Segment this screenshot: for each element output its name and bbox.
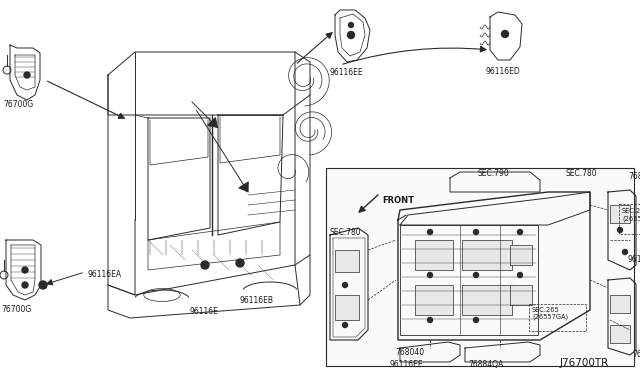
Text: 96116EB: 96116EB <box>240 296 274 305</box>
Text: 76884QA: 76884QA <box>468 360 503 369</box>
Text: SEC.780: SEC.780 <box>566 169 598 178</box>
Text: FRONT: FRONT <box>382 196 414 205</box>
Text: 768040: 768040 <box>395 348 424 357</box>
Text: 96116EE: 96116EE <box>330 68 364 77</box>
Circle shape <box>518 230 522 234</box>
Circle shape <box>428 317 433 323</box>
Text: SEC.790: SEC.790 <box>478 169 509 178</box>
Circle shape <box>518 273 522 278</box>
Circle shape <box>22 267 28 273</box>
Circle shape <box>428 273 433 278</box>
Bar <box>335 295 359 320</box>
Circle shape <box>623 250 627 254</box>
Bar <box>610 325 630 343</box>
Text: 76700G: 76700G <box>1 305 31 314</box>
Circle shape <box>39 281 47 289</box>
Bar <box>610 205 630 223</box>
Circle shape <box>349 22 353 28</box>
Text: 96116EA: 96116EA <box>88 270 122 279</box>
Circle shape <box>342 323 348 327</box>
Bar <box>510 285 532 305</box>
Bar <box>326 168 634 366</box>
Circle shape <box>618 228 623 232</box>
Text: 768040A: 768040A <box>632 350 640 359</box>
Text: 76700G: 76700G <box>3 100 33 109</box>
Bar <box>510 245 532 265</box>
Text: 96116E: 96116E <box>190 307 219 316</box>
Text: SEC.265
(26557GA): SEC.265 (26557GA) <box>532 307 568 321</box>
Bar <box>415 285 453 315</box>
Circle shape <box>201 261 209 269</box>
Text: J76700TR: J76700TR <box>560 358 609 368</box>
Bar <box>462 285 512 315</box>
Text: 96116EC: 96116EC <box>628 255 640 264</box>
Text: 96116ED: 96116ED <box>485 67 520 76</box>
Bar <box>610 295 630 313</box>
Circle shape <box>428 230 433 234</box>
Text: 76804Q: 76804Q <box>628 172 640 181</box>
Bar <box>335 250 359 272</box>
Circle shape <box>342 282 348 288</box>
Circle shape <box>474 230 479 234</box>
Circle shape <box>502 31 509 38</box>
Text: 96116EE: 96116EE <box>390 360 424 369</box>
Bar <box>462 240 512 270</box>
Circle shape <box>348 32 355 38</box>
Circle shape <box>474 273 479 278</box>
Text: SEC.265
(26557G): SEC.265 (26557G) <box>622 208 640 221</box>
Circle shape <box>474 317 479 323</box>
Text: SEC.780: SEC.780 <box>330 228 362 237</box>
Circle shape <box>22 282 28 288</box>
Circle shape <box>24 72 30 78</box>
Bar <box>415 240 453 270</box>
Circle shape <box>236 259 244 267</box>
